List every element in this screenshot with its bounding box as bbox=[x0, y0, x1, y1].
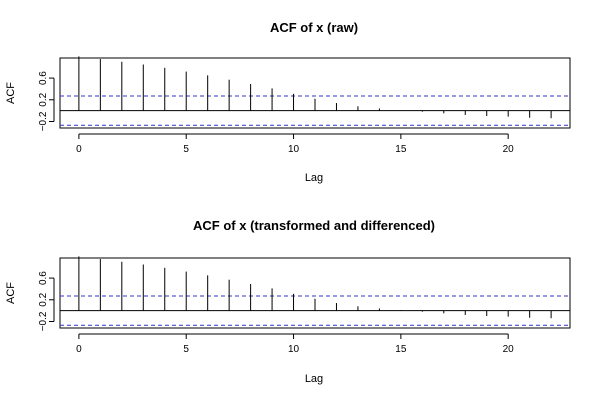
x-tick-label: 20 bbox=[503, 144, 515, 155]
x-tick-label: 15 bbox=[395, 344, 407, 355]
y-tick-label: −0.2 bbox=[38, 311, 49, 331]
x-tick-label: 5 bbox=[183, 344, 189, 355]
x-tick-label: 15 bbox=[395, 144, 407, 155]
x-axis-label: Lag bbox=[305, 172, 323, 184]
y-tick-label: 0.2 bbox=[38, 292, 49, 306]
acf-bars bbox=[60, 256, 570, 326]
x-tick-label: 0 bbox=[76, 144, 82, 155]
plot-frame bbox=[59, 57, 571, 129]
chart-title: ACF of x (transformed and differenced) bbox=[193, 218, 435, 233]
x-tick-label: 10 bbox=[288, 144, 300, 155]
y-tick-label: 0.2 bbox=[38, 92, 49, 106]
x-tick-label: 20 bbox=[503, 344, 515, 355]
acf-panel-raw: ACF of x (raw) ACF Lag 0 5 10 15 20 −0.2 0.2 0.… bbox=[5, 20, 571, 184]
y-tick-label: 0.6 bbox=[38, 71, 49, 85]
acf-panel-transformed: ACF of x (transformed and differenced) A… bbox=[5, 218, 571, 385]
x-tick-label: 10 bbox=[288, 344, 300, 355]
x-tick-label: 0 bbox=[76, 344, 82, 355]
x-tick-label: 5 bbox=[183, 144, 189, 155]
axes: 0 5 10 15 20 −0.2 0.2 0.6 bbox=[38, 271, 514, 355]
y-tick-label: −0.2 bbox=[38, 111, 49, 131]
x-axis-label: Lag bbox=[305, 373, 323, 385]
acf-bars bbox=[60, 56, 570, 126]
plot-frame bbox=[59, 257, 571, 329]
axes: 0 5 10 15 20 −0.2 0.2 0.6 bbox=[38, 71, 514, 155]
chart-title: ACF of x (raw) bbox=[270, 20, 358, 35]
y-axis-label: ACF bbox=[5, 82, 17, 104]
y-axis-label: ACF bbox=[5, 282, 17, 304]
y-tick-label: 0.6 bbox=[38, 271, 49, 285]
